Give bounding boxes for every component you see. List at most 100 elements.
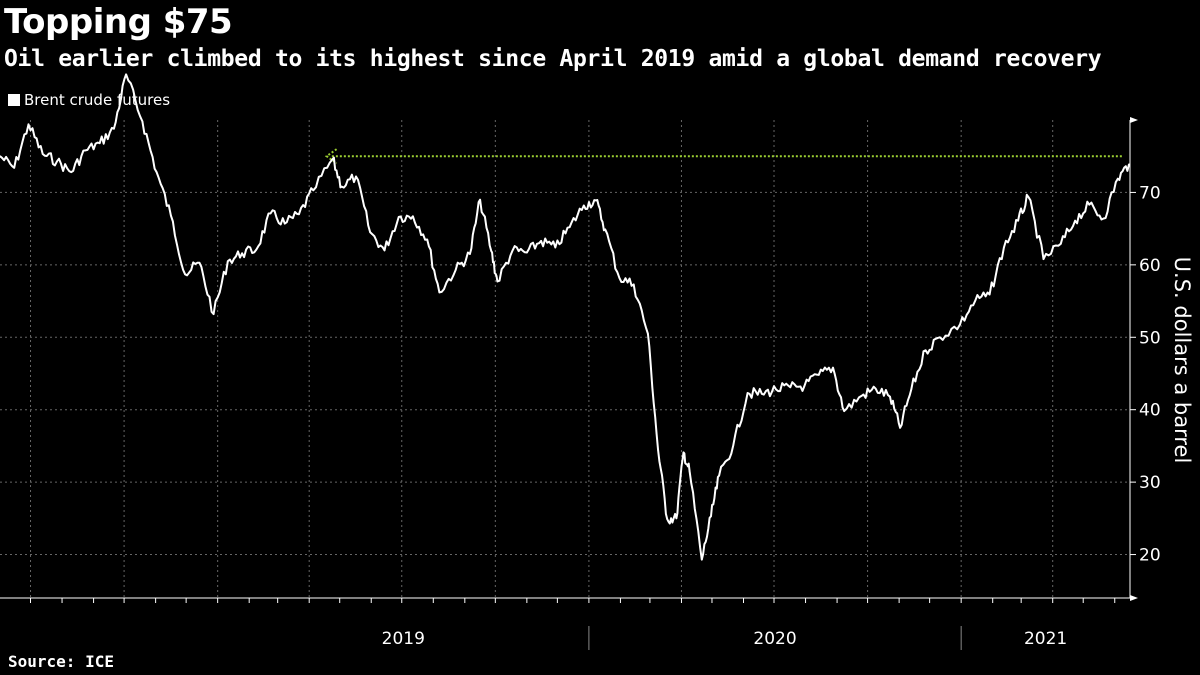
data-point [1088, 203, 1091, 206]
y-tick-label: 60 [1139, 256, 1161, 276]
data-point [454, 269, 457, 271]
data-point [340, 185, 343, 188]
data-point [227, 260, 229, 263]
data-point [860, 395, 863, 397]
reference-arrow [324, 148, 1122, 165]
data-point [959, 323, 961, 326]
data-point [1042, 258, 1045, 260]
source-note: Source: ICE [8, 652, 114, 671]
data-point [974, 299, 977, 302]
data-point [70, 171, 72, 173]
data-point [212, 313, 215, 315]
x-tick-label: 2019 [382, 629, 425, 649]
data-point [924, 349, 927, 352]
chart-subtitle: Oil earlier climbed to its highest since… [4, 46, 1102, 72]
y-axis: 20 30 40 50 60 70 [1130, 183, 1161, 566]
data-point [688, 470, 691, 473]
y-tick-label: 20 [1139, 546, 1161, 566]
data-point [874, 387, 877, 390]
data-point [383, 249, 386, 252]
data-point [583, 204, 585, 207]
data-point [1027, 196, 1030, 198]
y-tick-label: 30 [1139, 473, 1161, 493]
x-tick-label: 2020 [753, 629, 796, 649]
data-point [113, 127, 115, 130]
data-point [312, 189, 315, 192]
data-point [1128, 163, 1130, 165]
data-point [479, 198, 481, 201]
data-point [98, 142, 101, 144]
x-tick-label: 2021 [1024, 629, 1067, 649]
data-point [27, 123, 30, 126]
data-point [595, 199, 597, 202]
data-point [540, 240, 542, 242]
data-point [255, 248, 258, 251]
y-axis-label: U.S. dollars a barrel [1170, 257, 1194, 464]
data-point [701, 558, 703, 561]
data-point [56, 160, 58, 163]
data-point [832, 366, 834, 369]
data-point [843, 410, 845, 412]
y-tick-label: 40 [1139, 401, 1161, 421]
data-point [1003, 246, 1005, 249]
data-point [988, 293, 991, 296]
data-point [526, 251, 528, 254]
data-point [438, 291, 441, 294]
data-point [682, 451, 685, 454]
data-point [397, 216, 400, 218]
data-point [241, 252, 243, 255]
gridlines [0, 120, 1130, 598]
data-point [818, 374, 820, 376]
data-point [632, 283, 635, 286]
data-point [789, 386, 792, 389]
data-point [355, 175, 357, 178]
x-axis: 2019 2020 2021 [30, 598, 1116, 650]
data-point [710, 515, 712, 517]
data-point [331, 158, 334, 160]
data-point [647, 332, 649, 335]
series-line-0 [0, 73, 1130, 561]
data-point [141, 120, 144, 123]
chart-title: Topping $75 [4, 2, 233, 42]
data-point [369, 231, 372, 234]
data-point [198, 261, 201, 264]
y-tick-label: 50 [1139, 328, 1161, 348]
data-point [184, 273, 186, 276]
data-point [1117, 177, 1119, 180]
data-point [775, 388, 777, 391]
data-point [298, 213, 300, 215]
data-point [910, 388, 913, 391]
data-point [511, 249, 514, 252]
data-point [761, 393, 763, 395]
data-point [412, 215, 414, 218]
data-point [284, 222, 286, 225]
data-point [718, 474, 720, 477]
data-point [496, 280, 499, 283]
data-point [939, 336, 941, 339]
data-point [889, 395, 891, 398]
data-point [554, 246, 557, 249]
data-point [899, 427, 901, 429]
data-point [675, 517, 678, 520]
data-point [1017, 219, 1019, 222]
data-point [1060, 243, 1062, 245]
axis-arrow-bottom [1130, 595, 1138, 601]
data-point [41, 153, 44, 155]
series-group [0, 73, 1130, 561]
legend-swatch [8, 94, 20, 106]
data-point [13, 167, 15, 169]
axis-arrow-top [1130, 117, 1138, 123]
data-point [732, 444, 735, 447]
data-point [170, 214, 172, 217]
data-point [490, 250, 493, 252]
data-point [666, 518, 668, 520]
data-point [803, 385, 806, 387]
data-point [604, 228, 606, 231]
data-point [84, 149, 87, 152]
data-point [469, 253, 471, 255]
data-point [269, 212, 272, 215]
data-point [657, 449, 659, 452]
axes [0, 117, 1138, 601]
data-point [746, 392, 749, 394]
